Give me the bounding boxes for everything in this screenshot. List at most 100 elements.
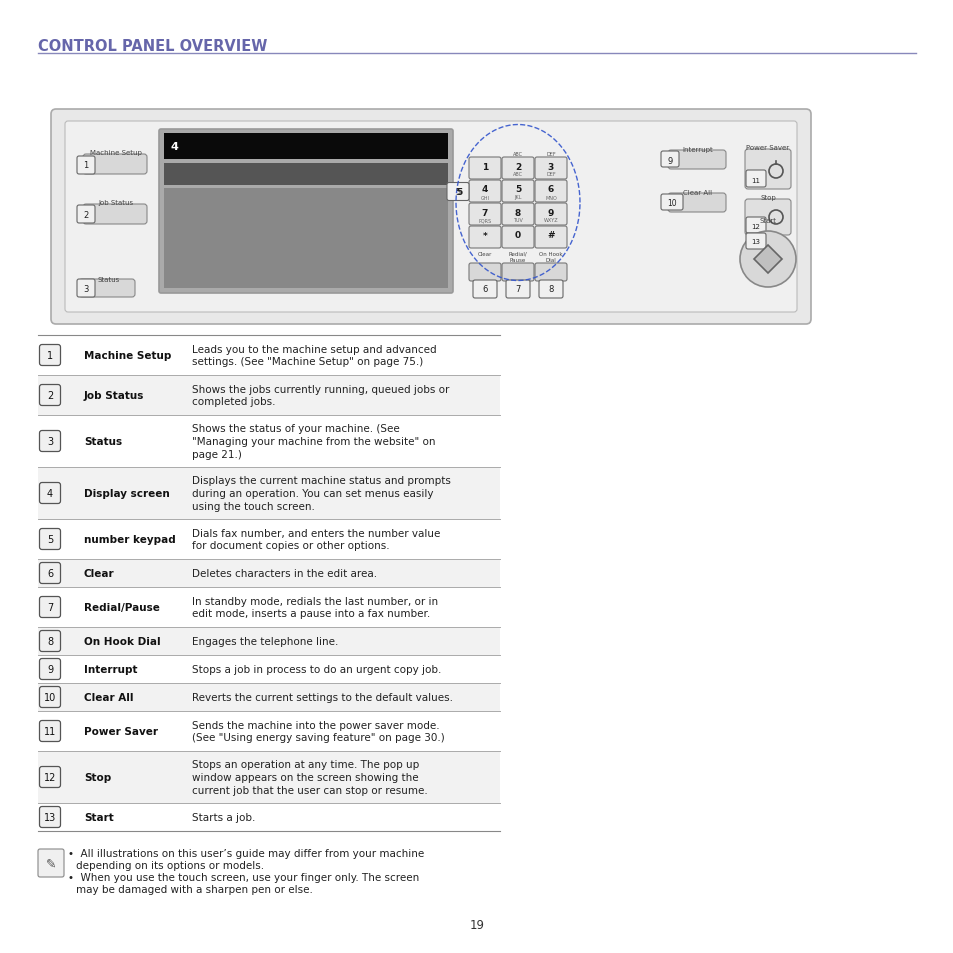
Bar xyxy=(38,751,499,803)
Text: 11: 11 xyxy=(44,726,56,737)
FancyBboxPatch shape xyxy=(51,110,810,325)
Text: depending on its options or models.: depending on its options or models. xyxy=(76,861,264,870)
FancyBboxPatch shape xyxy=(39,597,60,618)
FancyBboxPatch shape xyxy=(39,720,60,741)
FancyBboxPatch shape xyxy=(79,280,135,297)
Text: Shows the jobs currently running, queued jobs or
completed jobs.: Shows the jobs currently running, queued… xyxy=(192,384,449,407)
Text: Sends the machine into the power saver mode.
(See "Using energy saving feature" : Sends the machine into the power saver m… xyxy=(192,720,444,742)
FancyBboxPatch shape xyxy=(39,431,60,452)
Text: 5: 5 xyxy=(515,185,520,194)
FancyBboxPatch shape xyxy=(501,264,534,282)
FancyBboxPatch shape xyxy=(159,130,453,294)
Text: Stop: Stop xyxy=(84,772,112,782)
Text: 19: 19 xyxy=(469,918,484,931)
Text: Stops a job in process to do an urgent copy job.: Stops a job in process to do an urgent c… xyxy=(192,664,441,675)
Text: 5: 5 xyxy=(47,535,53,544)
FancyBboxPatch shape xyxy=(745,233,765,250)
Text: Interrupt: Interrupt xyxy=(682,147,713,152)
FancyBboxPatch shape xyxy=(77,157,95,174)
Text: 0: 0 xyxy=(515,232,520,240)
Text: 9: 9 xyxy=(547,209,554,217)
Text: #: # xyxy=(547,232,554,240)
Text: Clear: Clear xyxy=(477,252,492,256)
FancyBboxPatch shape xyxy=(667,151,725,170)
FancyBboxPatch shape xyxy=(38,849,64,877)
Text: ABC: ABC xyxy=(513,172,522,177)
Text: Displays the current machine status and prompts
during an operation. You can set: Displays the current machine status and … xyxy=(192,476,451,511)
FancyBboxPatch shape xyxy=(469,181,500,203)
Text: 6: 6 xyxy=(482,285,487,294)
FancyBboxPatch shape xyxy=(39,345,60,366)
Text: On Hook Dial: On Hook Dial xyxy=(84,637,160,646)
FancyBboxPatch shape xyxy=(77,206,95,224)
Text: 4: 4 xyxy=(481,185,488,194)
Text: Machine Setup: Machine Setup xyxy=(84,351,172,360)
FancyBboxPatch shape xyxy=(83,205,147,225)
FancyBboxPatch shape xyxy=(538,281,562,298)
FancyBboxPatch shape xyxy=(660,194,682,211)
FancyBboxPatch shape xyxy=(83,154,147,174)
FancyBboxPatch shape xyxy=(535,158,566,180)
Text: ✎: ✎ xyxy=(46,857,56,869)
Text: Leads you to the machine setup and advanced
settings. (See "Machine Setup" on pa: Leads you to the machine setup and advan… xyxy=(192,344,436,367)
Text: Job Status: Job Status xyxy=(98,200,133,206)
Text: Display screen: Display screen xyxy=(84,489,170,498)
Bar xyxy=(38,335,499,375)
Text: Job Status: Job Status xyxy=(84,391,144,400)
FancyBboxPatch shape xyxy=(744,200,790,235)
Text: Clear All: Clear All xyxy=(84,692,133,702)
FancyBboxPatch shape xyxy=(501,158,534,180)
Bar xyxy=(164,189,448,289)
Text: 8: 8 xyxy=(515,209,520,217)
FancyBboxPatch shape xyxy=(535,227,566,249)
FancyBboxPatch shape xyxy=(473,281,497,298)
Bar xyxy=(38,683,499,711)
Text: 5: 5 xyxy=(456,188,461,196)
Bar xyxy=(38,468,499,519)
Text: 3: 3 xyxy=(83,284,89,294)
Bar xyxy=(164,133,448,160)
Text: 7: 7 xyxy=(481,209,488,217)
Bar xyxy=(38,587,499,627)
Text: 3: 3 xyxy=(547,162,554,172)
Text: In standby mode, redials the last number, or in
edit mode, inserts a pause into : In standby mode, redials the last number… xyxy=(192,596,437,618)
Text: Power Saver: Power Saver xyxy=(84,726,158,737)
FancyBboxPatch shape xyxy=(39,687,60,708)
Text: 3: 3 xyxy=(47,436,53,447)
FancyBboxPatch shape xyxy=(501,227,534,249)
FancyBboxPatch shape xyxy=(39,483,60,504)
FancyBboxPatch shape xyxy=(667,193,725,213)
FancyBboxPatch shape xyxy=(744,150,790,190)
Text: Redial/Pause: Redial/Pause xyxy=(84,602,160,613)
Text: Starts a job.: Starts a job. xyxy=(192,812,255,822)
Text: 8: 8 xyxy=(548,285,553,294)
Text: GHI: GHI xyxy=(480,195,489,200)
Text: 12: 12 xyxy=(44,772,56,782)
FancyBboxPatch shape xyxy=(77,280,95,297)
Text: Dials fax number, and enters the number value
for document copies or other optio: Dials fax number, and enters the number … xyxy=(192,528,440,551)
Text: ABC: ABC xyxy=(513,152,522,157)
FancyBboxPatch shape xyxy=(535,181,566,203)
Text: 1: 1 xyxy=(481,162,488,172)
FancyBboxPatch shape xyxy=(39,529,60,550)
FancyBboxPatch shape xyxy=(39,631,60,652)
Text: Start: Start xyxy=(759,218,776,224)
Text: Redial/
Pause: Redial/ Pause xyxy=(508,252,527,262)
Text: 2: 2 xyxy=(83,211,89,219)
Bar xyxy=(38,375,499,416)
FancyBboxPatch shape xyxy=(660,152,679,168)
FancyBboxPatch shape xyxy=(469,264,500,282)
Text: number keypad: number keypad xyxy=(84,535,175,544)
Text: Engages the telephone line.: Engages the telephone line. xyxy=(192,637,338,646)
Text: CONTROL PANEL OVERVIEW: CONTROL PANEL OVERVIEW xyxy=(38,39,267,54)
Text: Interrupt: Interrupt xyxy=(84,664,137,675)
Text: 1: 1 xyxy=(47,351,53,360)
Bar xyxy=(38,627,499,656)
Text: 9: 9 xyxy=(47,664,53,675)
Text: 2: 2 xyxy=(47,391,53,400)
Text: MNO: MNO xyxy=(544,195,557,200)
FancyBboxPatch shape xyxy=(65,122,796,313)
FancyBboxPatch shape xyxy=(39,385,60,406)
Text: 9: 9 xyxy=(667,156,672,165)
FancyBboxPatch shape xyxy=(745,218,765,233)
